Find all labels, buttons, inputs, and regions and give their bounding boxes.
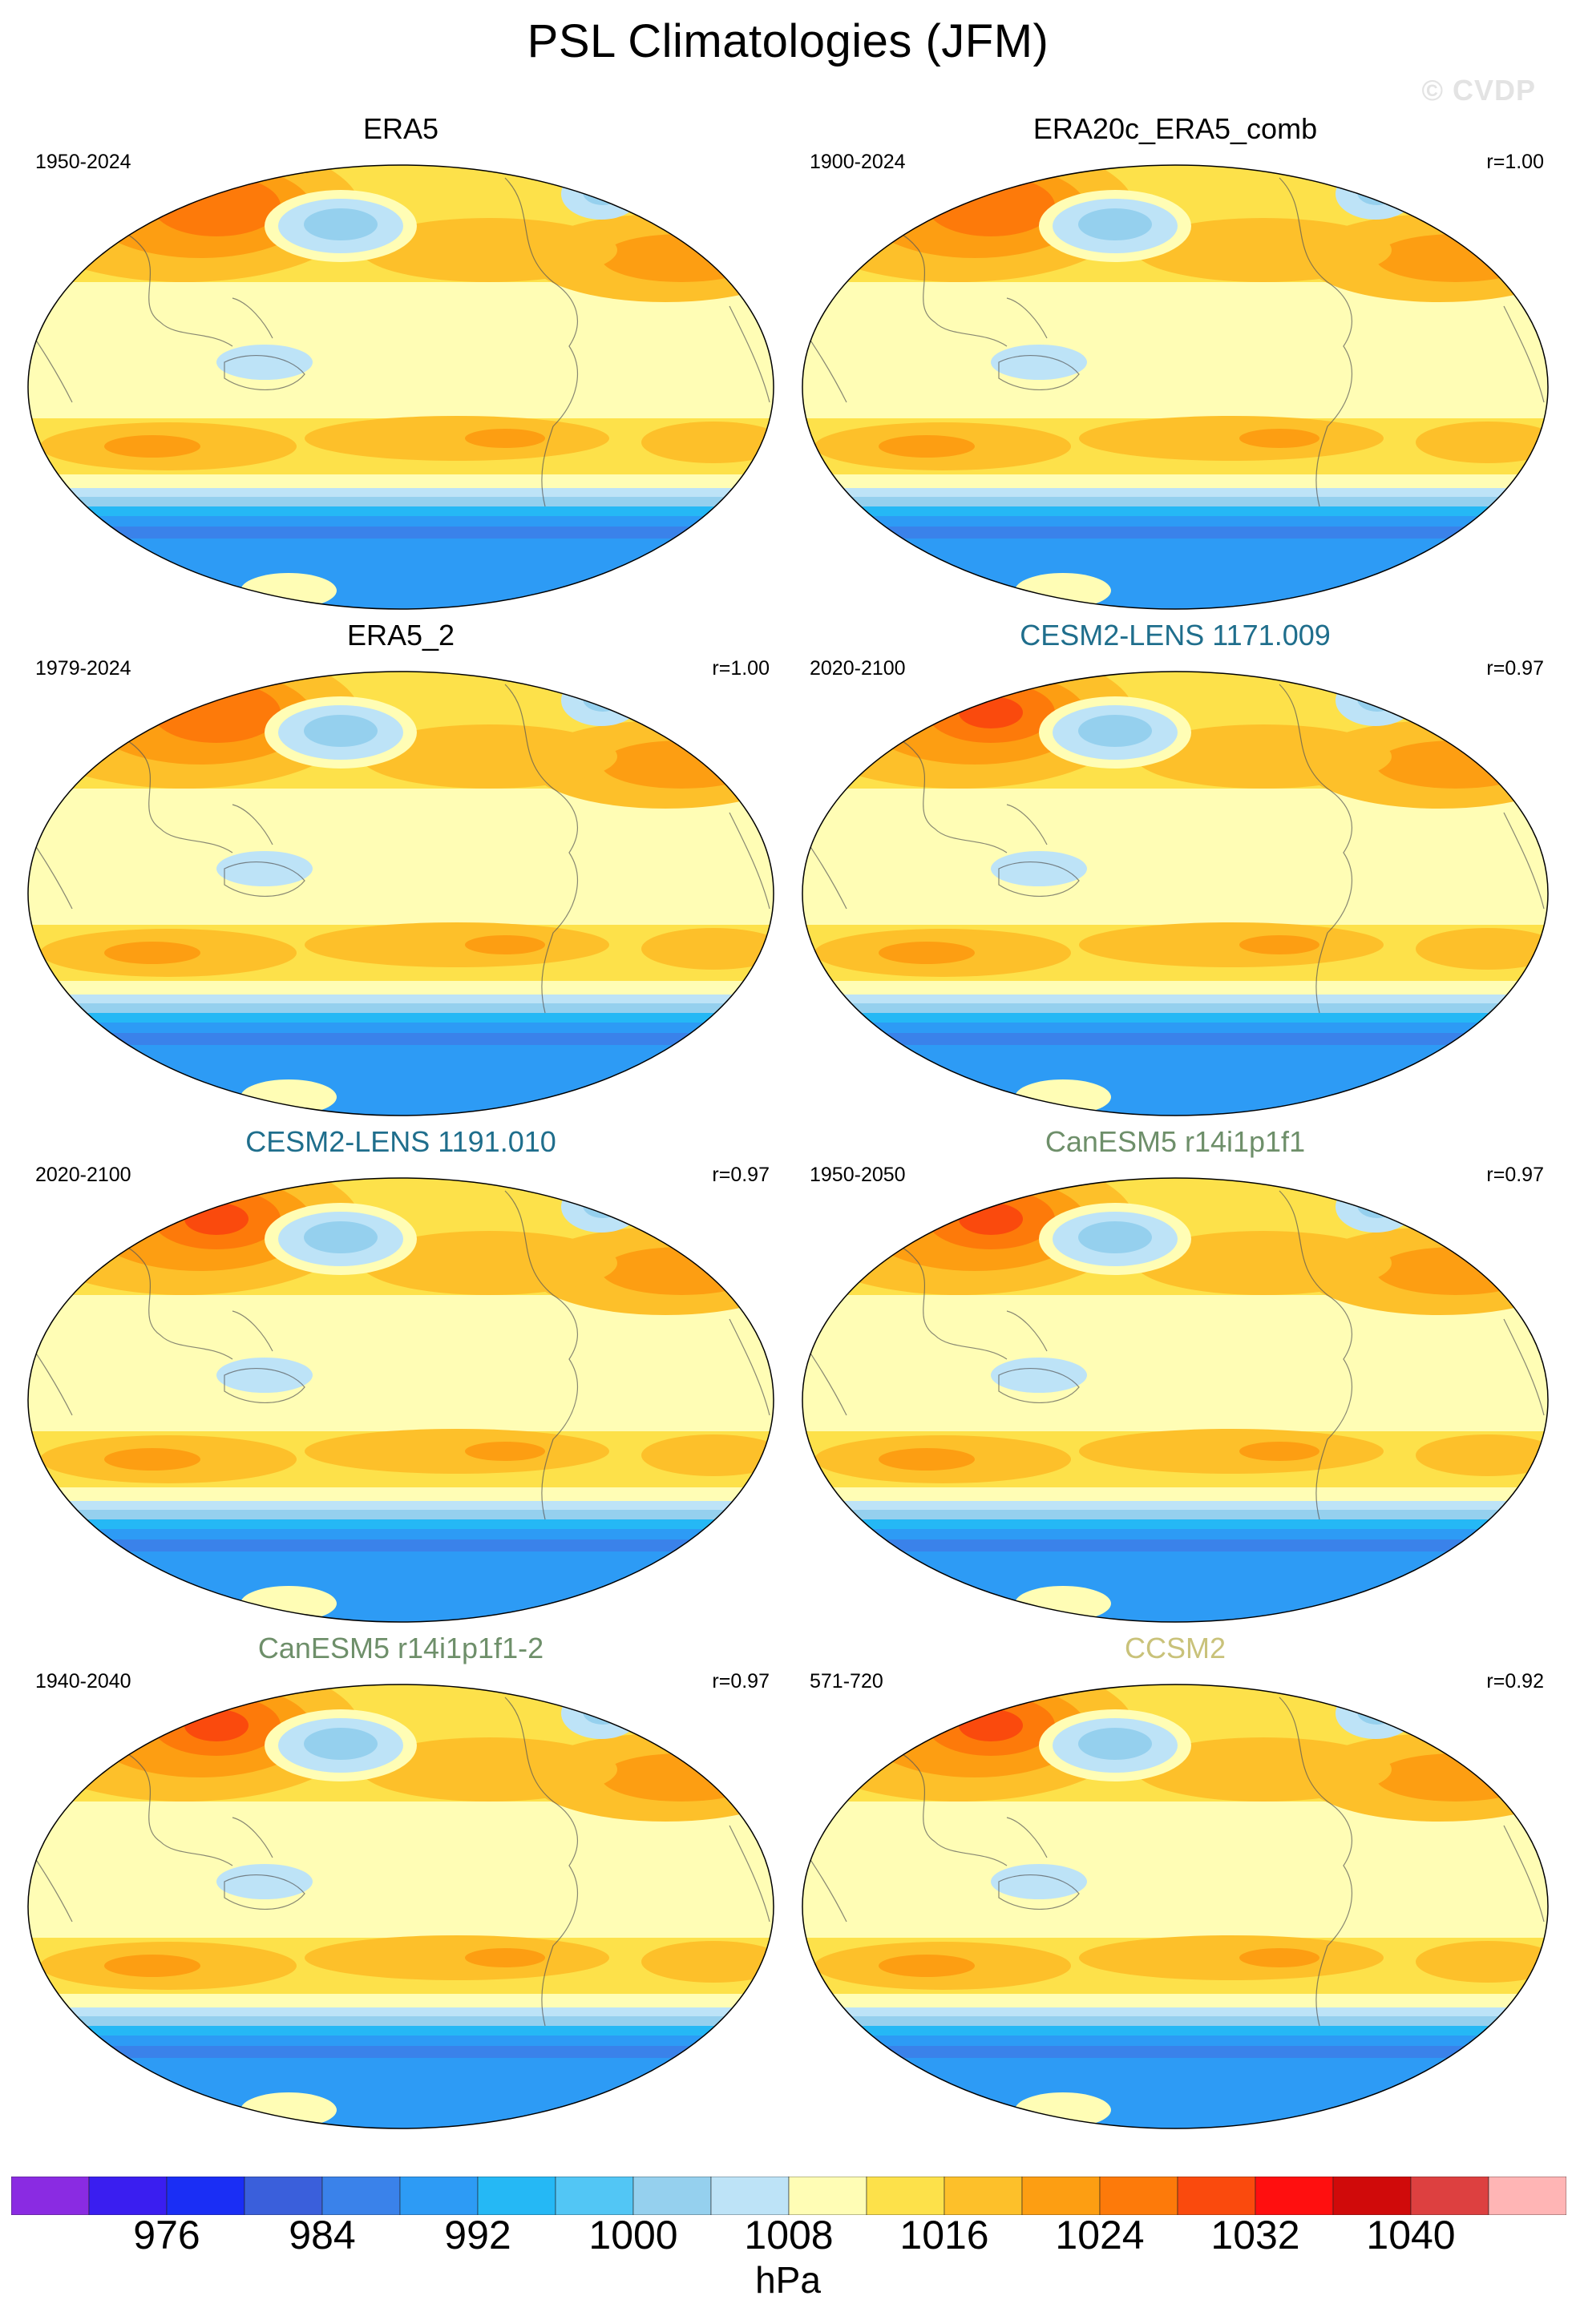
psl-field [802, 1684, 1548, 2128]
correlation-label: r=0.97 [712, 1670, 770, 1693]
colorbar-segment [88, 2177, 168, 2215]
psl-field [28, 1684, 774, 2128]
colorbar [11, 2177, 1566, 2215]
panel-3: ERA5_2 1979-2024 r=1.00 [24, 619, 778, 1124]
correlation-label: r=0.97 [1486, 657, 1544, 680]
colorbar-tick-label: 976 [133, 2213, 200, 2257]
psl-field [802, 165, 1548, 609]
psl-map [802, 1177, 1549, 1623]
colorbar-segment [1488, 2177, 1566, 2215]
coastlines [28, 1697, 770, 2027]
psl-map [802, 164, 1549, 610]
colorbar-tick-label: 1040 [1366, 2213, 1456, 2257]
psl-field [802, 672, 1548, 1116]
panel-1: ERA5 1950-2024 [24, 112, 778, 617]
colorbar-tick-label: 1024 [1055, 2213, 1145, 2257]
colorbar-segment [244, 2177, 323, 2215]
psl-map [802, 1684, 1549, 2129]
colorbar-segment [1177, 2177, 1256, 2215]
correlation-label: r=1.00 [712, 657, 770, 680]
period-label: 2020-2100 [35, 1164, 131, 1186]
correlation-label: r=0.92 [1486, 1670, 1544, 1693]
colorbar-segment [1099, 2177, 1178, 2215]
colorbar-tick-label: 1000 [588, 2213, 678, 2257]
colorbar-segment [710, 2177, 790, 2215]
colorbar-segment [944, 2177, 1023, 2215]
colorbar-segment [632, 2177, 712, 2215]
period-label: 1979-2024 [35, 657, 131, 680]
colorbar-segment [399, 2177, 479, 2215]
psl-map [802, 671, 1549, 1116]
period-label: 2020-2100 [810, 657, 906, 680]
panel-title: CESM2-LENS 1191.010 [245, 1125, 556, 1158]
colorbar-segment [166, 2177, 245, 2215]
colorbar-segment [477, 2177, 556, 2215]
period-label: 1940-2040 [35, 1670, 131, 1693]
panel-title: ERA5 [362, 112, 439, 145]
figure-title: PSL Climatologies (JFM) [527, 15, 1049, 67]
colorbar-segment [1255, 2177, 1334, 2215]
psl-map [27, 1177, 774, 1623]
coastlines [28, 1190, 770, 1520]
panel-title: CCSM2 [1124, 1632, 1226, 1664]
colorbar-segment [866, 2177, 945, 2215]
colorbar-segment [1410, 2177, 1489, 2215]
panel-title: CESM2-LENS 1171.009 [1020, 619, 1331, 652]
panel-8: CCSM2 571-720 r=0.92 [798, 1632, 1552, 2136]
panel-title: CanESM5 r14i1p1f1 [1045, 1125, 1306, 1158]
psl-field [802, 1178, 1548, 1622]
psl-field [28, 672, 774, 1116]
colorbar-segment [555, 2177, 634, 2215]
cvdp-watermark: © CVDP [1421, 74, 1536, 107]
colorbar-tick-label: 984 [289, 2213, 356, 2257]
colorbar-tick-label: 1016 [899, 2213, 989, 2257]
period-label: 1950-2024 [35, 151, 131, 173]
colorbar-segment [788, 2177, 867, 2215]
correlation-label: r=0.97 [1486, 1164, 1544, 1186]
period-label: 571-720 [810, 1670, 883, 1693]
panel-title: ERA5_2 [346, 619, 455, 652]
coastlines [802, 177, 1545, 507]
psl-map [27, 671, 774, 1116]
panel-title: CanESM5 r14i1p1f1-2 [257, 1632, 544, 1664]
colorbar-segment [1332, 2177, 1412, 2215]
colorbar-units: hPa [755, 2259, 821, 2301]
correlation-label: r=1.00 [1486, 151, 1544, 173]
colorbar-segment [321, 2177, 401, 2215]
psl-map [27, 1684, 774, 2129]
panel-7: CanESM5 r14i1p1f1-2 1940-2040 r=0.97 [24, 1632, 778, 2136]
panel-6: CanESM5 r14i1p1f1 1950-2050 r=0.97 [798, 1125, 1552, 1630]
colorbar-tick-label: 1008 [744, 2213, 834, 2257]
colorbar-tick-label: 992 [444, 2213, 511, 2257]
psl-map [27, 164, 774, 610]
colorbar-segment [1021, 2177, 1101, 2215]
period-label: 1950-2050 [810, 1164, 906, 1186]
correlation-label: r=0.97 [712, 1164, 770, 1186]
psl-field [28, 165, 774, 609]
panel-2: ERA20c_ERA5_comb 1900-2024 r=1.00 [798, 112, 1552, 617]
panel-4: CESM2-LENS 1171.009 2020-2100 r=0.97 [798, 619, 1552, 1124]
colorbar-tick-label: 1032 [1210, 2213, 1300, 2257]
colorbar-segment [11, 2177, 90, 2215]
panel-5: CESM2-LENS 1191.010 2020-2100 r=0.97 [24, 1125, 778, 1630]
period-label: 1900-2024 [810, 151, 906, 173]
panel-title: ERA20c_ERA5_comb [1032, 112, 1318, 145]
psl-field [28, 1178, 774, 1622]
